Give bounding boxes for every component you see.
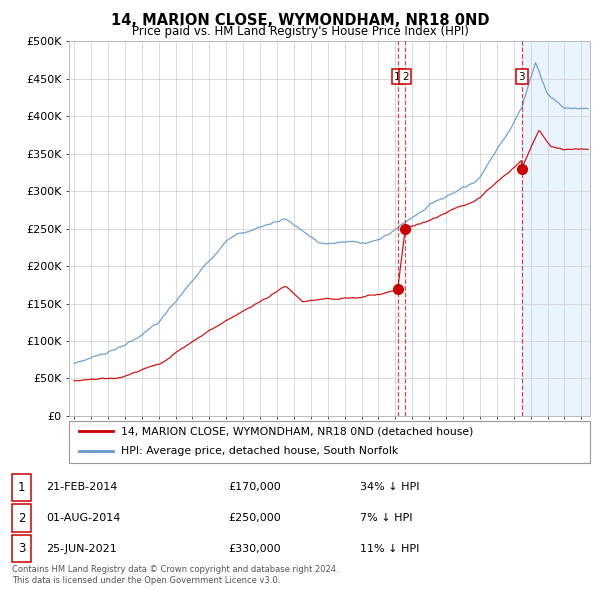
Text: 01-AUG-2014: 01-AUG-2014	[46, 513, 121, 523]
Text: Contains HM Land Registry data © Crown copyright and database right 2024.: Contains HM Land Registry data © Crown c…	[12, 565, 338, 574]
Text: 2: 2	[18, 512, 25, 525]
Text: 25-JUN-2021: 25-JUN-2021	[46, 544, 117, 553]
Text: 14, MARION CLOSE, WYMONDHAM, NR18 0ND: 14, MARION CLOSE, WYMONDHAM, NR18 0ND	[111, 13, 489, 28]
Bar	[522, 41, 598, 416]
Text: 1: 1	[394, 71, 401, 81]
Text: 3: 3	[18, 542, 25, 555]
Text: 34% ↓ HPI: 34% ↓ HPI	[360, 483, 419, 492]
Text: 11% ↓ HPI: 11% ↓ HPI	[360, 544, 419, 553]
Text: £330,000: £330,000	[228, 544, 281, 553]
FancyBboxPatch shape	[69, 421, 590, 463]
Text: 1: 1	[18, 481, 25, 494]
Text: 7% ↓ HPI: 7% ↓ HPI	[360, 513, 413, 523]
Text: Price paid vs. HM Land Registry's House Price Index (HPI): Price paid vs. HM Land Registry's House …	[131, 25, 469, 38]
Text: 3: 3	[518, 71, 525, 81]
Text: £170,000: £170,000	[228, 483, 281, 492]
Text: 14, MARION CLOSE, WYMONDHAM, NR18 0ND (detached house): 14, MARION CLOSE, WYMONDHAM, NR18 0ND (d…	[121, 427, 473, 436]
Text: 21-FEB-2014: 21-FEB-2014	[46, 483, 118, 492]
Text: 2: 2	[402, 71, 409, 81]
Text: This data is licensed under the Open Government Licence v3.0.: This data is licensed under the Open Gov…	[12, 576, 280, 585]
Text: £250,000: £250,000	[228, 513, 281, 523]
Text: HPI: Average price, detached house, South Norfolk: HPI: Average price, detached house, Sout…	[121, 446, 398, 456]
